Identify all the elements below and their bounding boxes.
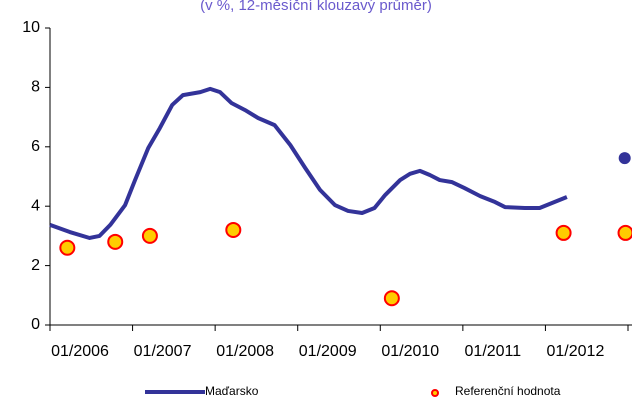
- y-tick-label: 10: [22, 19, 40, 36]
- x-tick-label: 01/2008: [216, 343, 274, 360]
- reference-point: [225, 221, 242, 238]
- reference-point: [617, 224, 632, 241]
- reference-point: [107, 233, 124, 250]
- y-tick-label: 2: [31, 257, 40, 274]
- x-tick-label: 01/2007: [134, 343, 192, 360]
- chart-title: (v %, 12-měsíční klouzavý průměr): [200, 0, 432, 14]
- y-tick-label: 0: [31, 316, 40, 333]
- reference-point: [59, 239, 76, 256]
- reference-point: [383, 290, 400, 307]
- y-tick-label: 6: [31, 138, 40, 155]
- x-tick-label: 01/2006: [51, 343, 109, 360]
- y-tick-label: 8: [31, 79, 40, 96]
- y-tick-label: 4: [31, 197, 40, 214]
- x-tick-label: 01/2012: [547, 343, 605, 360]
- line: [50, 89, 625, 238]
- reference-point: [141, 227, 158, 244]
- legend-label: Referenční hodnota: [455, 384, 561, 398]
- legend-dot: [431, 389, 439, 397]
- x-tick-label: 01/2010: [381, 343, 439, 360]
- x-tick-label: 01/2009: [299, 343, 357, 360]
- line-point: [618, 152, 631, 165]
- x-tick-label: 01/2011: [465, 343, 522, 360]
- reference-point: [555, 224, 572, 241]
- legend-label: Maďarsko: [205, 384, 259, 398]
